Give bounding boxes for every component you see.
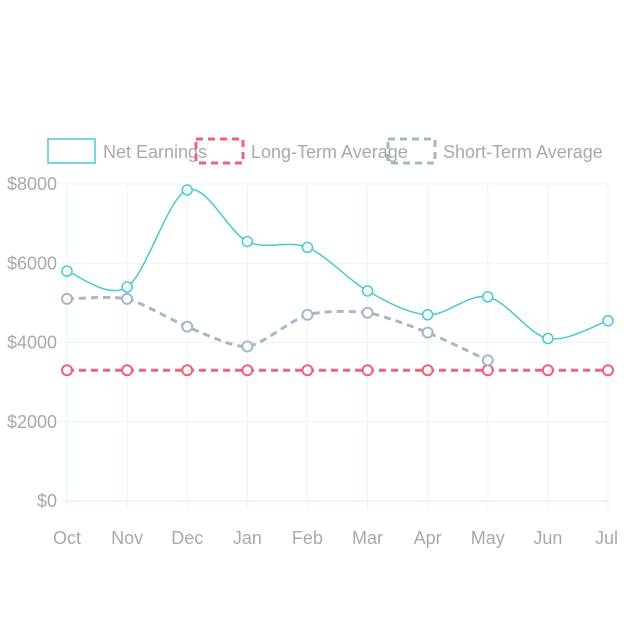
data-point[interactable] (61, 265, 73, 277)
legend-label: Short-Term Average (443, 142, 603, 162)
legend-item-long-term-average[interactable]: Long-Term Average (194, 137, 408, 165)
y-tick-label: $0 (37, 491, 57, 511)
data-point[interactable] (181, 364, 194, 377)
data-point[interactable] (481, 354, 494, 367)
x-tick-label: Mar (352, 528, 383, 548)
y-tick-label: $6000 (7, 253, 57, 273)
data-point[interactable] (301, 241, 314, 254)
data-point[interactable] (181, 320, 194, 333)
data-point[interactable] (542, 332, 554, 345)
legend-label: Net Earnings (103, 142, 207, 162)
data-point[interactable] (361, 306, 374, 319)
series-line (66, 295, 489, 362)
series-long-term-average (61, 364, 614, 377)
data-point[interactable] (481, 364, 494, 377)
series-short-term-average (61, 292, 494, 367)
x-tick-label: Dec (171, 528, 203, 548)
x-tick-label: Apr (414, 528, 442, 548)
chart-series (61, 184, 614, 377)
chart-grid (66, 183, 609, 509)
data-point[interactable] (421, 326, 434, 339)
data-point[interactable] (121, 281, 133, 293)
data-point[interactable] (361, 285, 374, 297)
legend-item-short-term-average[interactable]: Short-Term Average (386, 137, 603, 165)
y-tick-label: $4000 (7, 333, 57, 353)
legend-swatch (386, 137, 437, 165)
legend-label: Long-Term Average (251, 142, 408, 162)
x-tick-label: Jan (233, 528, 262, 548)
data-point[interactable] (301, 364, 314, 377)
data-point[interactable] (121, 364, 134, 377)
data-point[interactable] (241, 235, 254, 248)
series-net-earnings (61, 184, 614, 345)
legend-swatch (194, 137, 245, 165)
data-point[interactable] (602, 364, 614, 377)
x-tick-label: Oct (53, 528, 81, 548)
data-point[interactable] (602, 314, 614, 327)
x-tick-label: May (471, 528, 505, 548)
data-point[interactable] (61, 292, 73, 305)
data-point[interactable] (541, 364, 554, 377)
data-point[interactable] (482, 291, 494, 303)
data-point[interactable] (61, 364, 73, 377)
series-line (66, 188, 609, 340)
data-point[interactable] (121, 292, 134, 305)
legend-swatch (47, 138, 96, 164)
legend-item-net-earnings[interactable]: Net Earnings (47, 138, 207, 164)
data-point[interactable] (241, 364, 254, 377)
x-tick-label: Jun (533, 528, 562, 548)
y-tick-label: $2000 (7, 412, 57, 432)
data-point[interactable] (421, 309, 434, 321)
data-point[interactable] (361, 364, 374, 377)
data-point[interactable] (241, 340, 254, 353)
chart-legend: Net Earnings Long-Term Average Short-Term … (47, 137, 603, 165)
data-point[interactable] (301, 308, 314, 321)
x-tick-label: Nov (111, 528, 143, 548)
y-tick-label: $8000 (7, 174, 57, 194)
x-tick-label: Feb (292, 528, 323, 548)
chart-axes: $0 $2000 $4000 $6000 $8000 Oct Nov Dec Jan Feb Mar… (7, 174, 618, 548)
x-tick-label: Jul (595, 528, 618, 548)
data-point[interactable] (421, 364, 434, 377)
data-point[interactable] (181, 184, 193, 196)
